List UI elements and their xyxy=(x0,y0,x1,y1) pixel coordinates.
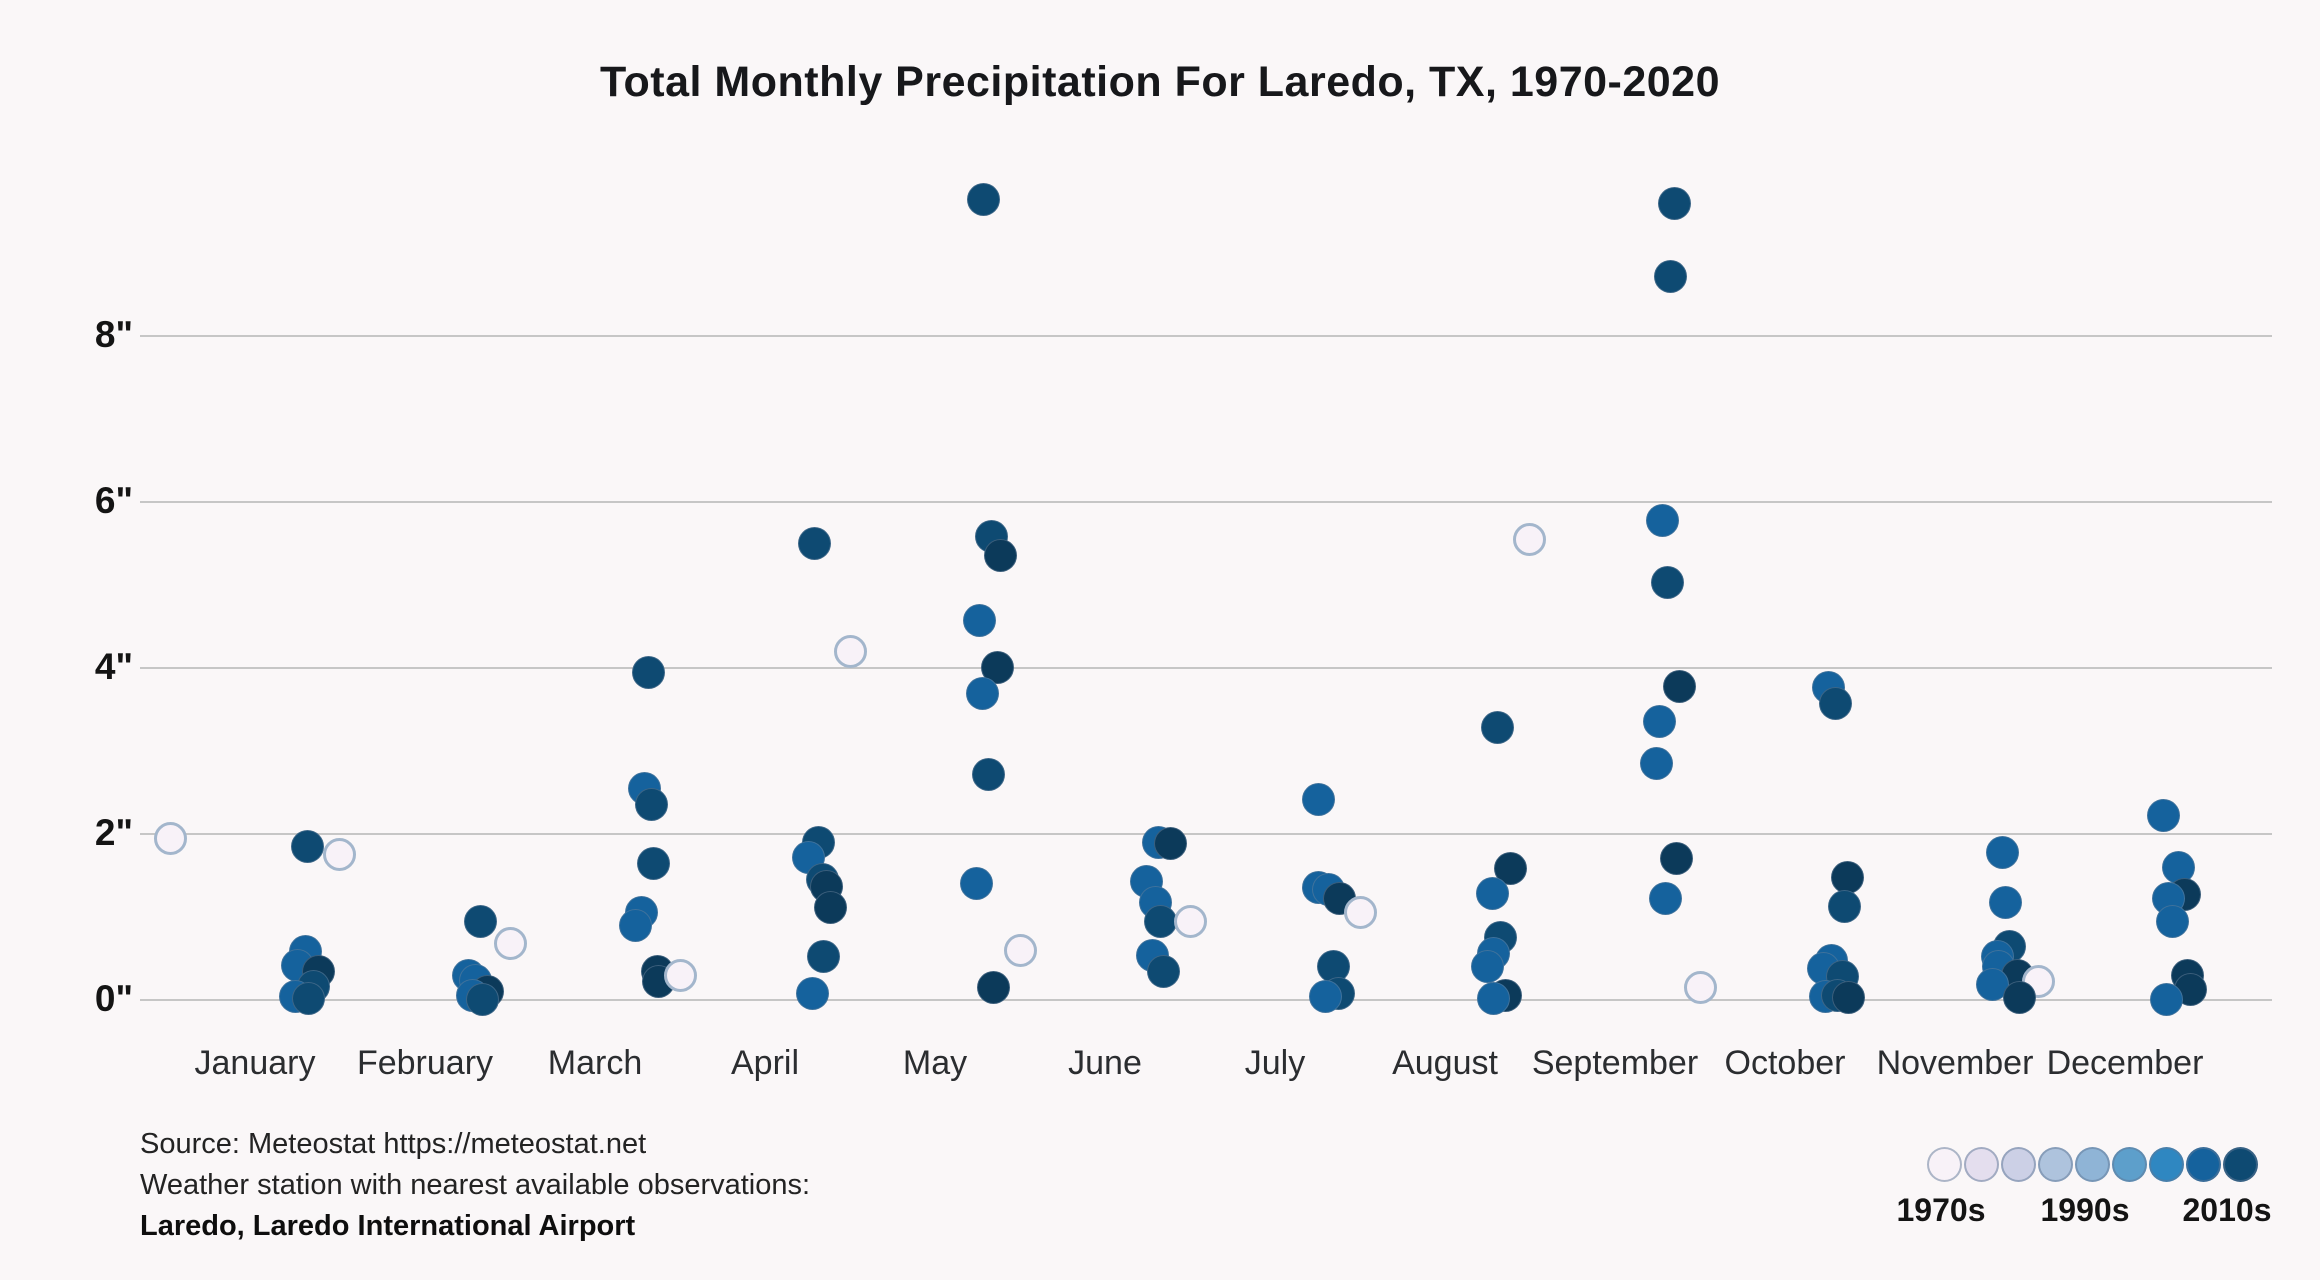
data-point xyxy=(1639,746,1673,780)
data-point xyxy=(1480,711,1514,745)
x-axis-label-march: March xyxy=(547,1044,643,1082)
y-axis-tick-label: 6" xyxy=(94,480,133,522)
data-point xyxy=(634,788,668,822)
data-point xyxy=(1470,950,1504,984)
data-point xyxy=(1645,503,1679,537)
data-point xyxy=(1985,835,2019,869)
data-point xyxy=(463,904,497,938)
data-point xyxy=(618,908,652,942)
data-point xyxy=(1308,980,1342,1014)
gridline-2 xyxy=(140,833,2272,835)
data-point xyxy=(1818,687,1852,721)
data-point xyxy=(493,927,527,961)
data-point xyxy=(1831,981,1865,1014)
x-axis-label-july: July xyxy=(1244,1044,1306,1082)
data-point xyxy=(631,655,665,689)
legend-swatch xyxy=(2222,1147,2258,1182)
data-point xyxy=(833,634,867,668)
y-axis-tick-label: 8" xyxy=(94,314,133,356)
data-point xyxy=(1003,933,1037,967)
data-point xyxy=(2149,982,2183,1016)
legend-decade-label: 2010s xyxy=(2182,1192,2272,1228)
legend-swatch xyxy=(2000,1147,2036,1182)
x-axis-label-september: September xyxy=(1531,1044,1699,1082)
data-point xyxy=(1476,981,1510,1015)
y-axis-tick-label: 2" xyxy=(94,812,133,854)
legend-decade-label: 1970s xyxy=(1896,1192,1986,1228)
y-axis-tick-label: 0" xyxy=(94,978,133,1020)
legend-decade-label: 1990s xyxy=(2040,1192,2130,1228)
chart-title: Total Monthly Precipitation For Laredo, … xyxy=(599,58,1721,106)
data-point xyxy=(1659,842,1693,876)
legend-swatch xyxy=(1963,1147,1999,1182)
data-point xyxy=(153,821,187,855)
source-line: Source: Meteostat https://meteostat.net xyxy=(140,1128,647,1160)
data-point xyxy=(1683,971,1717,1005)
y-axis-tick-label: 4" xyxy=(94,646,133,688)
x-axis-label-october: October xyxy=(1724,1044,1846,1082)
x-axis-label-june: June xyxy=(1068,1044,1142,1082)
data-point xyxy=(1662,669,1696,703)
data-point xyxy=(290,829,324,863)
x-axis-label-may: May xyxy=(902,1044,968,1082)
data-point xyxy=(1493,852,1527,886)
data-point xyxy=(2146,799,2180,833)
x-axis-label-february: February xyxy=(356,1044,494,1082)
gridline-8 xyxy=(140,335,2272,337)
data-point xyxy=(2155,904,2189,938)
data-point xyxy=(1642,705,1676,739)
data-point xyxy=(1830,860,1864,894)
data-point xyxy=(636,846,670,880)
data-point xyxy=(1143,904,1177,938)
legend-swatch xyxy=(2037,1147,2073,1182)
data-point xyxy=(962,604,996,638)
data-point xyxy=(1988,886,2022,920)
data-point xyxy=(1475,877,1509,911)
data-point xyxy=(1343,896,1377,930)
x-axis-label-january: January xyxy=(194,1044,316,1082)
data-point xyxy=(795,976,829,1010)
data-point xyxy=(1173,904,1207,938)
data-point xyxy=(1153,827,1187,861)
data-point xyxy=(797,527,831,560)
gridline-6 xyxy=(140,501,2272,503)
legend-swatch xyxy=(2185,1147,2221,1182)
legend-swatch xyxy=(2148,1147,2184,1182)
data-point xyxy=(983,538,1017,572)
data-point xyxy=(813,890,847,924)
data-point xyxy=(322,838,356,872)
data-point xyxy=(959,867,993,901)
x-axis-label-april: April xyxy=(730,1044,800,1082)
data-point xyxy=(1146,955,1180,989)
data-point xyxy=(1512,522,1546,556)
source-line: Weather station with nearest available o… xyxy=(140,1169,811,1201)
data-point xyxy=(1650,566,1684,599)
data-point xyxy=(806,939,840,973)
data-point xyxy=(1301,782,1335,816)
data-point xyxy=(663,958,697,992)
x-axis-label-august: August xyxy=(1392,1044,1498,1082)
data-point xyxy=(291,981,325,1015)
legend-swatch xyxy=(2074,1147,2110,1182)
x-axis-label-november: November xyxy=(1876,1044,2034,1082)
legend-swatch xyxy=(1926,1147,1962,1182)
gridline-4 xyxy=(140,667,2272,669)
data-point xyxy=(965,677,999,711)
data-point xyxy=(976,971,1010,1005)
data-point xyxy=(465,982,499,1016)
x-axis-label-december: December xyxy=(2046,1044,2204,1082)
data-point xyxy=(1657,186,1691,220)
weather-station-name: Laredo, Laredo International Airport xyxy=(140,1210,636,1242)
data-point xyxy=(971,757,1005,791)
data-point xyxy=(1653,259,1687,293)
data-point xyxy=(2002,981,2036,1014)
data-point xyxy=(1648,882,1682,916)
data-point xyxy=(1827,889,1861,923)
data-point xyxy=(966,182,1000,216)
legend-swatch xyxy=(2111,1147,2147,1182)
source-note: Source: Meteostat https://meteostat.net … xyxy=(140,1124,810,1247)
gridline-0 xyxy=(140,999,2272,1001)
